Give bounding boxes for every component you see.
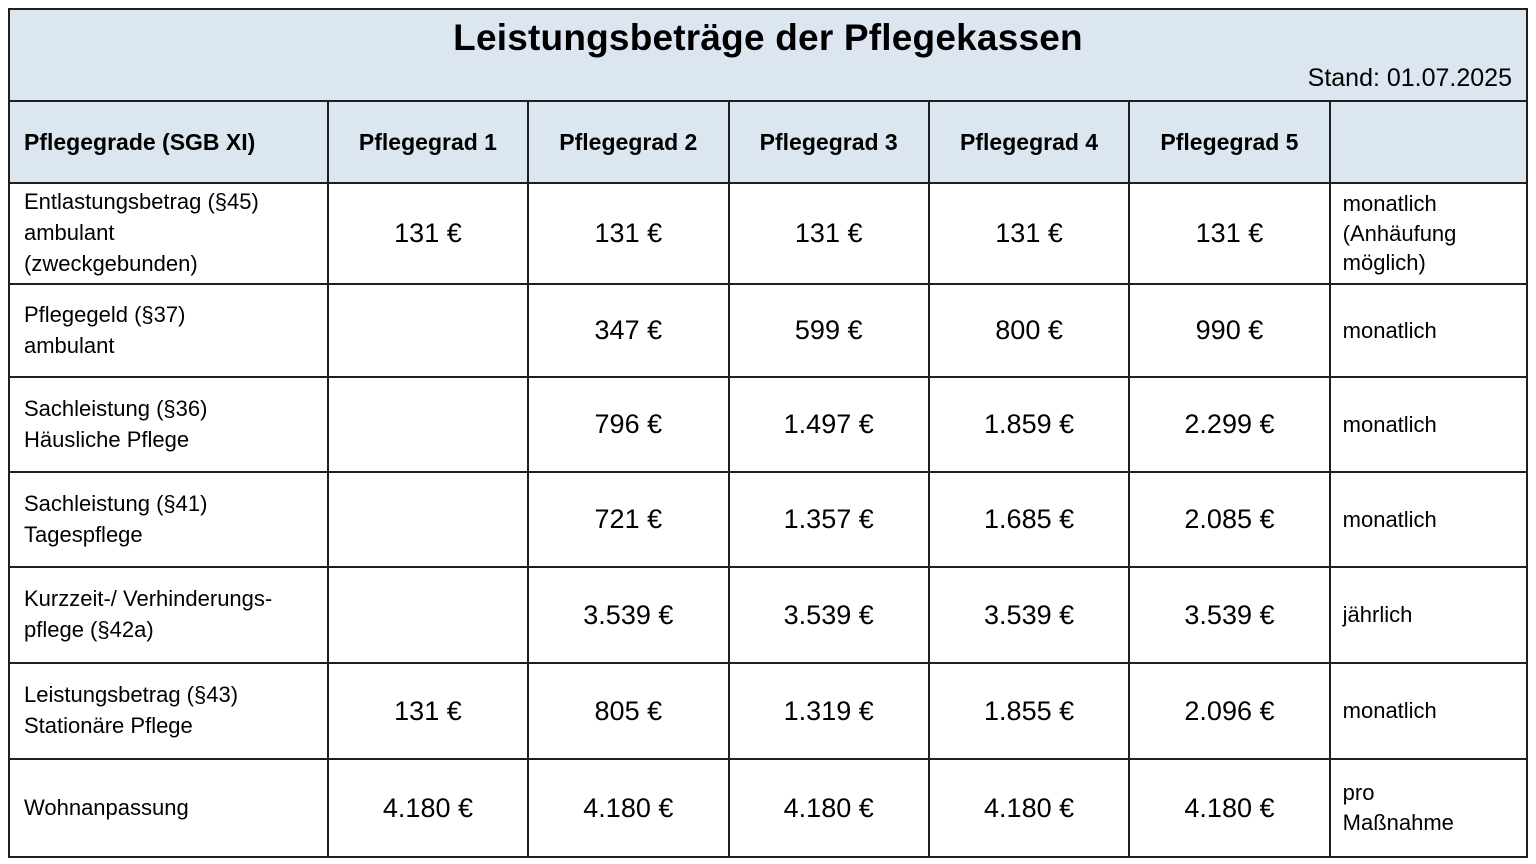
value-cell: 2.085 € bbox=[1128, 471, 1331, 568]
value-cell: 131 € bbox=[1128, 182, 1331, 285]
note-cell: monatlich (Anhäufung möglich) bbox=[1328, 182, 1529, 285]
value-cell: 4.180 € bbox=[727, 758, 930, 858]
value-cell: 805 € bbox=[527, 662, 730, 760]
value-cell: 800 € bbox=[927, 283, 1131, 378]
value-cell: 721 € bbox=[527, 471, 730, 568]
row-label: Entlastungsbetrag (§45) ambulant (zweckg… bbox=[8, 182, 329, 285]
note-cell: monatlich bbox=[1328, 283, 1529, 378]
table-row-sachleistung-36: Sachleistung (§36) Häusliche Pflege 796 … bbox=[8, 376, 1529, 473]
title-cell: Leistungsbeträge der Pflegekassen Stand:… bbox=[8, 8, 1528, 102]
value-cell: 3.539 € bbox=[527, 566, 730, 664]
column-header-pflegegrade: Pflegegrade (SGB XI) bbox=[8, 100, 329, 184]
value-cell: 1.357 € bbox=[727, 471, 930, 568]
value-cell: 796 € bbox=[527, 376, 730, 473]
value-cell: 4.180 € bbox=[326, 758, 530, 858]
value-cell: 3.539 € bbox=[1128, 566, 1331, 664]
row-label: Pflegegeld (§37) ambulant bbox=[8, 283, 329, 378]
value-cell: 131 € bbox=[326, 182, 530, 285]
value-cell: 1.319 € bbox=[727, 662, 930, 760]
value-cell: 347 € bbox=[527, 283, 730, 378]
column-header-frequency bbox=[1328, 100, 1529, 184]
row-label: Sachleistung (§41) Tagespflege bbox=[8, 471, 329, 568]
note-cell: monatlich bbox=[1328, 376, 1529, 473]
value-cell: 2.299 € bbox=[1128, 376, 1331, 473]
note-cell: pro Maßnahme bbox=[1328, 758, 1529, 858]
table-row-wohnanpassung: Wohnanpassung 4.180 € 4.180 € 4.180 € 4.… bbox=[8, 758, 1529, 858]
value-cell: 1.497 € bbox=[727, 376, 930, 473]
value-cell: 2.096 € bbox=[1128, 662, 1331, 760]
row-label: Kurzzeit-/ Verhinderungs- pflege (§42a) bbox=[8, 566, 329, 664]
table-row-kurzzeitpflege: Kurzzeit-/ Verhinderungs- pflege (§42a) … bbox=[8, 566, 1529, 664]
value-cell: 990 € bbox=[1128, 283, 1331, 378]
column-header-pflegegrad-4: Pflegegrad 4 bbox=[927, 100, 1131, 184]
status-date: Stand: 01.07.2025 bbox=[1307, 63, 1512, 92]
value-cell: 599 € bbox=[727, 283, 930, 378]
value-cell bbox=[326, 376, 530, 473]
row-label: Leistungsbetrag (§43) Stationäre Pflege bbox=[8, 662, 329, 760]
value-cell: 131 € bbox=[527, 182, 730, 285]
column-header-pflegegrad-3: Pflegegrad 3 bbox=[727, 100, 930, 184]
value-cell bbox=[326, 566, 530, 664]
row-label: Wohnanpassung bbox=[8, 758, 329, 858]
benefits-table: Leistungsbeträge der Pflegekassen Stand:… bbox=[8, 8, 1529, 858]
page-title: Leistungsbeträge der Pflegekassen bbox=[453, 17, 1083, 59]
value-cell: 3.539 € bbox=[727, 566, 930, 664]
note-cell: monatlich bbox=[1328, 662, 1529, 760]
table-row-leistungsbetrag-stationaer: Leistungsbetrag (§43) Stationäre Pflege … bbox=[8, 662, 1529, 760]
note-cell: monatlich bbox=[1328, 471, 1529, 568]
note-cell: jährlich bbox=[1328, 566, 1529, 664]
value-cell bbox=[326, 471, 530, 568]
column-header-pflegegrad-5: Pflegegrad 5 bbox=[1128, 100, 1331, 184]
value-cell bbox=[326, 283, 530, 378]
value-cell: 3.539 € bbox=[927, 566, 1131, 664]
table-row-sachleistung-41: Sachleistung (§41) Tagespflege 721 € 1.3… bbox=[8, 471, 1529, 568]
value-cell: 1.685 € bbox=[927, 471, 1131, 568]
value-cell: 131 € bbox=[326, 662, 530, 760]
value-cell: 4.180 € bbox=[1128, 758, 1331, 858]
title-row: Leistungsbeträge der Pflegekassen Stand:… bbox=[8, 8, 1528, 102]
row-label: Sachleistung (§36) Häusliche Pflege bbox=[8, 376, 329, 473]
table-row-entlastungsbetrag: Entlastungsbetrag (§45) ambulant (zweckg… bbox=[8, 182, 1529, 285]
column-header-pflegegrad-2: Pflegegrad 2 bbox=[527, 100, 730, 184]
value-cell: 1.859 € bbox=[927, 376, 1131, 473]
value-cell: 4.180 € bbox=[927, 758, 1131, 858]
column-header-pflegegrad-1: Pflegegrad 1 bbox=[326, 100, 530, 184]
column-header-row: Pflegegrade (SGB XI) Pflegegrad 1 Pflege… bbox=[8, 100, 1529, 184]
value-cell: 131 € bbox=[727, 182, 930, 285]
table-row-pflegegeld: Pflegegeld (§37) ambulant 347 € 599 € 80… bbox=[8, 283, 1529, 378]
value-cell: 1.855 € bbox=[927, 662, 1131, 760]
value-cell: 4.180 € bbox=[527, 758, 730, 858]
value-cell: 131 € bbox=[927, 182, 1131, 285]
